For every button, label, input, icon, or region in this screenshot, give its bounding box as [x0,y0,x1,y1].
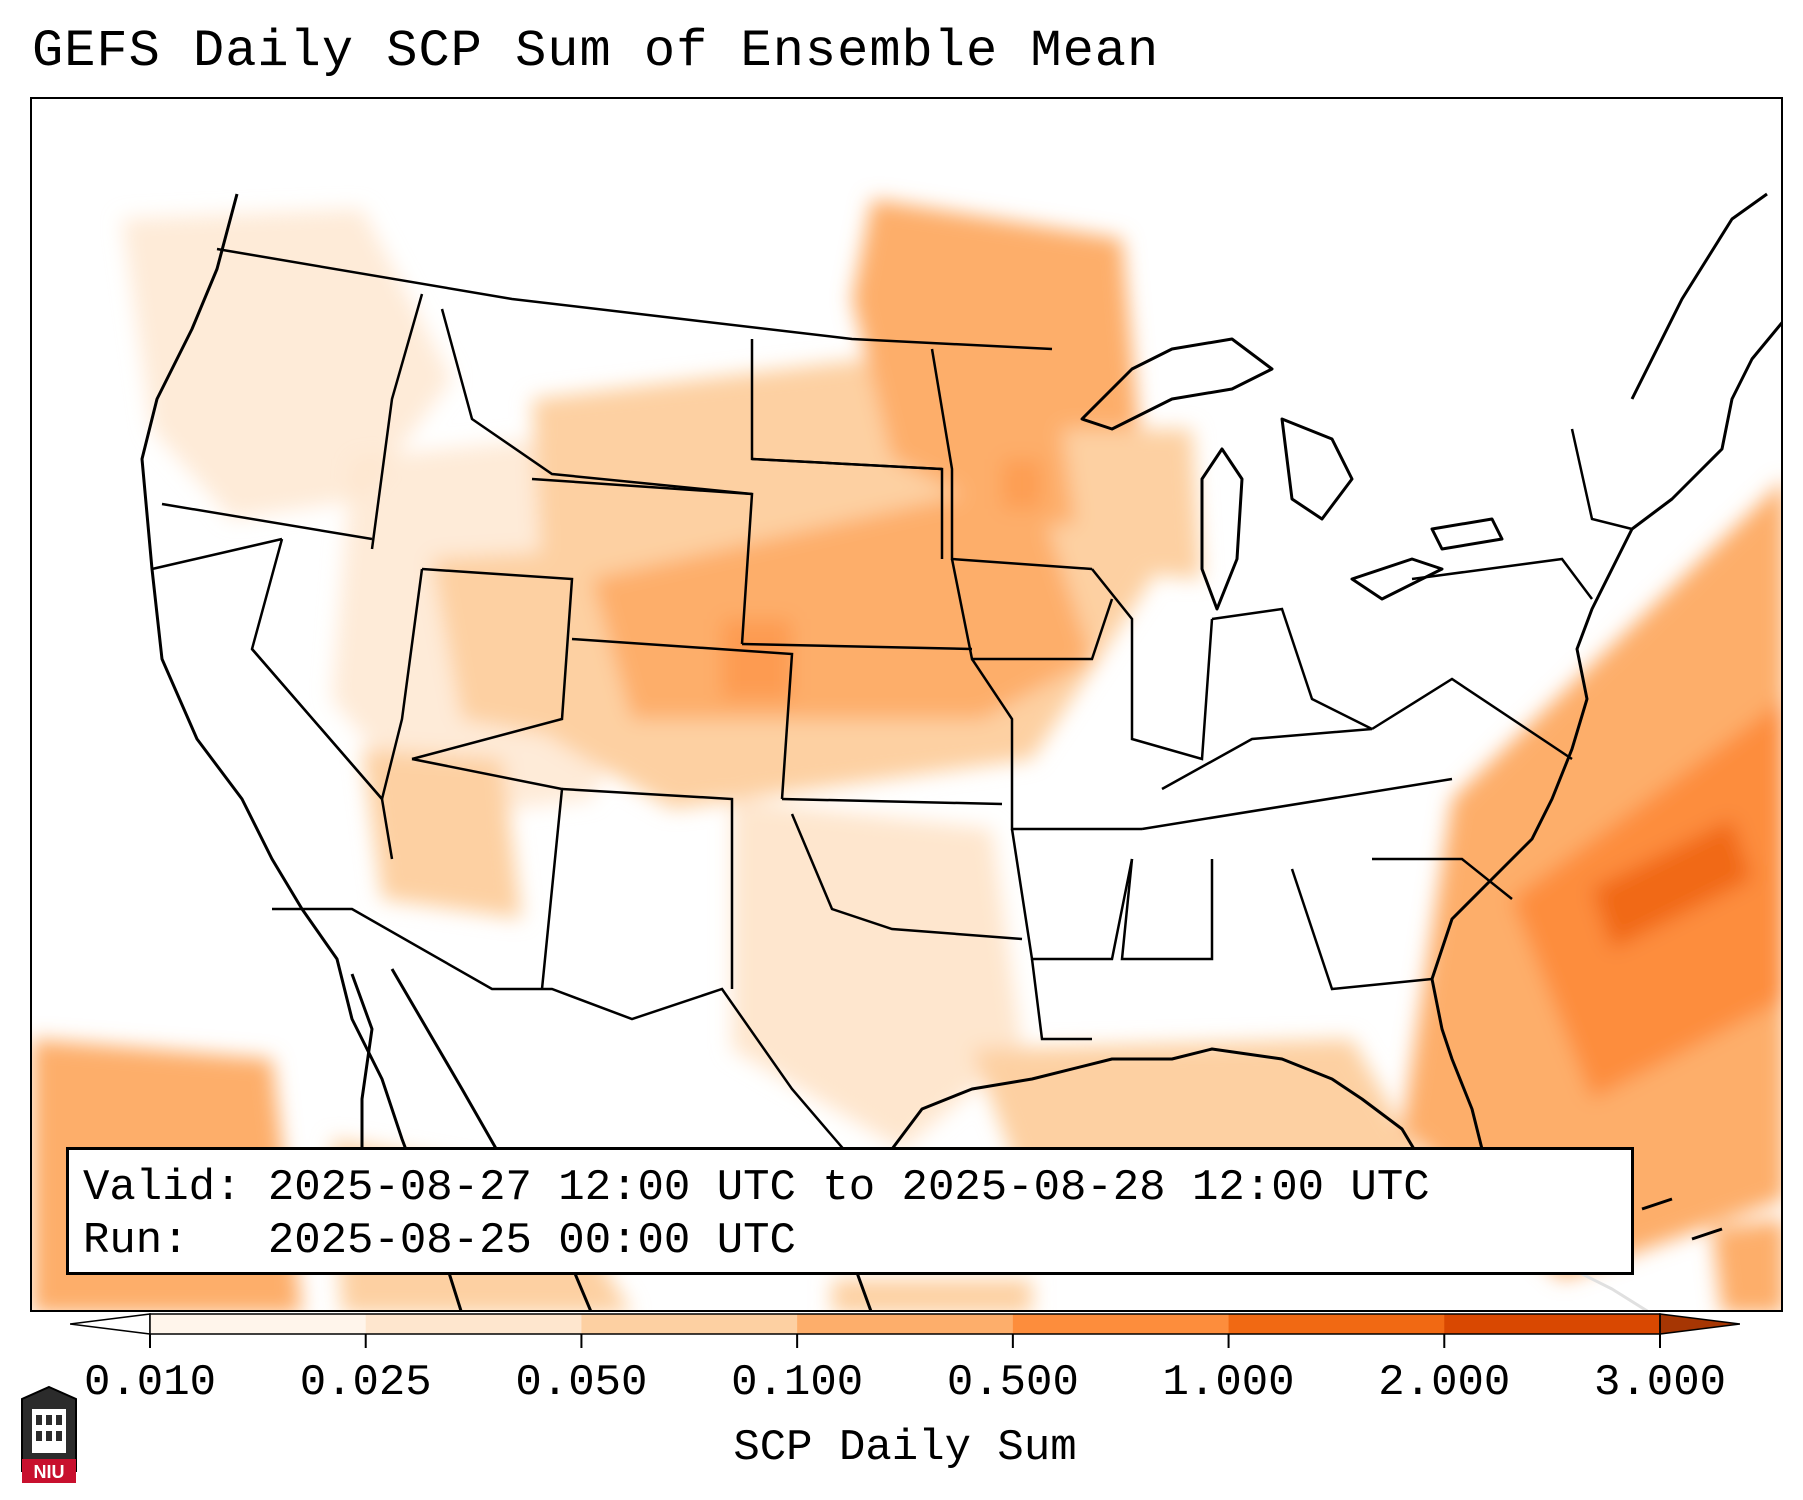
gulf-coast [831,1047,1434,1201]
colorbar [70,1313,1740,1348]
colorbar-tick-label: 3.000 [1593,1358,1727,1408]
border-nm [561,787,734,989]
border-ca-nv [251,648,394,860]
valid-run-info-box: Valid: 2025-08-27 12:00 UTC to 2025-08-2… [66,1147,1634,1275]
border-pa-ny [1411,557,1593,600]
colorbar-segment [581,1314,798,1334]
borders [151,247,1633,1161]
colorbar-extend-min [70,1313,151,1335]
shade-southwest [362,749,522,919]
shade-caribbean [1712,1219,1781,1310]
shade-co-ks-core [722,619,792,699]
lake-huron [1280,417,1354,521]
border-new-england [1570,428,1633,531]
border-mn [930,348,1093,571]
run-value: 2025-08-25 00:00 UTC [267,1216,796,1266]
border-la [1030,958,1092,1041]
colorbar-segment [365,1314,582,1334]
border-carolinas [1372,857,1513,900]
colorbar-segment [1444,1314,1661,1334]
valid-label: Valid: [83,1163,242,1213]
valid-value: 2025-08-27 12:00 UTC to 2025-08-28 12:00… [267,1163,1430,1213]
border-wy-ne [531,477,754,645]
border-ia [950,558,1114,661]
shade-yucatan [832,1279,1032,1310]
border-va [1371,677,1573,761]
border-il-in [1091,568,1214,761]
run-label: Run: [83,1216,189,1266]
colorbar-tick-label: 0.050 [515,1358,648,1408]
us-west-coast [140,193,463,1310]
colorbar-segment [797,1314,1014,1334]
colorbar-tick-label: 0.100 [731,1358,864,1408]
niu-logo-icon: NIU [21,1385,77,1483]
border-ut [411,567,574,761]
border-ga [1290,868,1433,991]
lake-ontario [1430,517,1504,551]
coastlines [140,192,1781,1310]
colorbar-segment [1228,1314,1445,1334]
shade-high-plains [592,479,1092,719]
border-ne-ks [741,642,973,651]
atlantic-coast [1430,321,1781,980]
colorbar-tick-label: 0.025 [299,1358,432,1408]
border-ar [1010,828,1134,961]
colorbar-tick-label: 1.000 [1162,1358,1295,1408]
shade-mn-core [1002,459,1042,509]
scp-shading [32,199,1781,1310]
shade-wi [1062,429,1202,579]
map-title: GEFS Daily SCP Sum of Ensemble Mean [32,22,1160,81]
lake-michigan [1200,447,1244,611]
border-mt-wy [440,308,753,496]
map-panel [30,97,1783,1312]
shade-atlantic-max [1592,819,1752,949]
colorbar-label: SCP Daily Sum [733,1423,1077,1473]
map-canvas [32,192,1781,1310]
border-ok-tx [790,813,1023,941]
us-mexico-border [272,907,893,1161]
colorbar-tick-label: 0.500 [946,1358,1079,1408]
border-ky [1161,727,1373,791]
shade-tx [732,799,1022,1149]
logo-text: NIU [34,1462,65,1482]
border-oh [1211,607,1373,731]
border-ks-ok [781,797,1003,806]
border-tn [1141,777,1453,831]
border-id [370,293,424,550]
colorbar-segment [150,1314,367,1334]
colorbar-tick-label: 0.010 [83,1358,217,1408]
lake-erie [1350,557,1444,601]
border-ms-al [1120,858,1214,961]
colorbar-segment [1012,1314,1230,1334]
border-co [571,637,794,800]
border-or-ca [151,537,283,571]
us-canada-border [216,247,1053,351]
great-lake-superior [1080,337,1274,431]
border-nd-sd [751,457,943,471]
colorbar-extend-max [1659,1313,1740,1335]
border-wa-or [161,502,373,541]
colorbar-tick-label: 2.000 [1378,1358,1511,1408]
shade-northwest [122,209,452,519]
canada-east [1630,192,1768,400]
border-mo [970,658,1142,831]
colorbar-outline [149,1313,1661,1335]
